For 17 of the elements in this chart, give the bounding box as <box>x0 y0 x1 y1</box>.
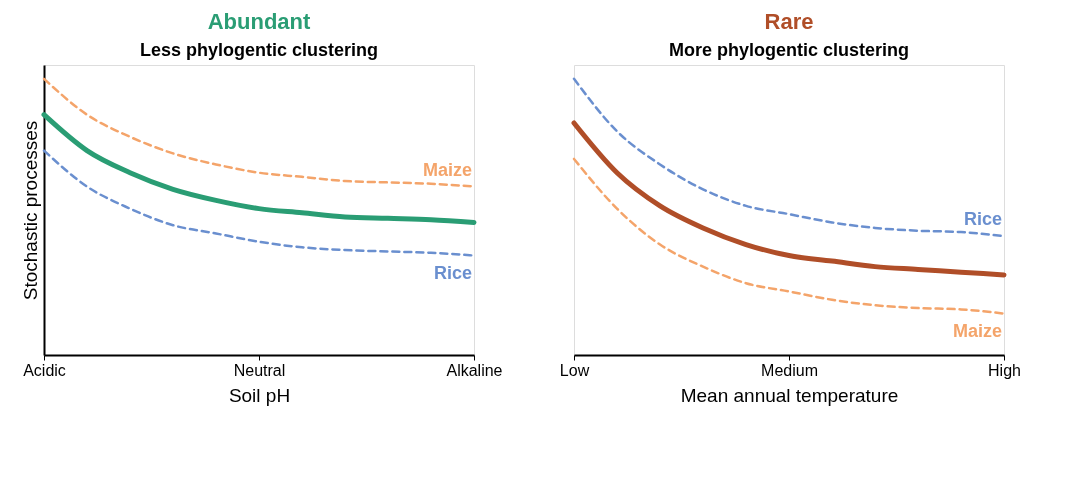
x-tick-label: Low <box>559 361 590 379</box>
series-label: Rice <box>433 262 472 283</box>
series-label: Maize <box>952 320 1002 341</box>
x-axis-title: Mean annual temperature <box>680 384 899 406</box>
chart-subtitle: Less phylogentic clustering <box>139 40 379 60</box>
x-tick-label: Acidic <box>23 361 66 379</box>
chart-title: Rare <box>764 9 814 34</box>
x-tick-label: Alkaline <box>446 361 503 379</box>
chart-title: Abundant <box>207 9 311 34</box>
x-tick-label: Medium <box>761 361 818 379</box>
x-tick-label: Neutral <box>233 361 286 379</box>
y-axis-title: Stochastic processes <box>19 120 41 301</box>
series-label: Rice <box>963 209 1002 230</box>
x-tick-label: High <box>988 361 1021 379</box>
chart-subtitle: More phylogentic clustering <box>668 40 910 60</box>
series-label: Maize <box>422 159 472 180</box>
x-axis-title: Soil pH <box>228 384 291 406</box>
